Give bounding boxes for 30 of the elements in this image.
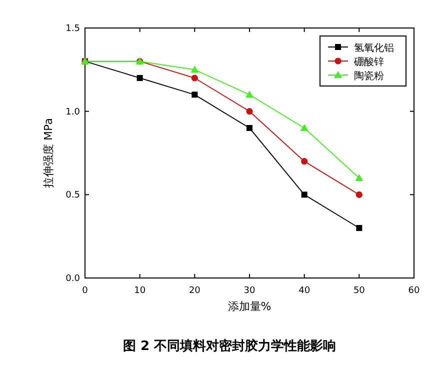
x-tick-label: 10 <box>134 286 146 296</box>
x-tick-label: 0 <box>82 286 88 296</box>
point <box>246 108 253 115</box>
legend-label: 氢氧化铝 <box>354 42 394 54</box>
y-tick-label: 1.5 <box>66 24 80 34</box>
point <box>301 158 308 165</box>
x-tick-label: 30 <box>244 286 256 296</box>
x-axis-title: 添加量% <box>228 300 272 313</box>
point <box>246 90 254 98</box>
y-axis-title: 拉伸强度 MPa <box>42 118 55 188</box>
x-tick-label: 40 <box>298 286 310 296</box>
point <box>300 124 308 131</box>
y-tick-label: 1.0 <box>66 107 80 118</box>
text: 图 2 不同填料对密封胶力学性能影响 <box>122 338 336 354</box>
x-tick-label: 20 <box>188 286 201 296</box>
legend-label: 硼酸锌 <box>353 56 384 68</box>
y-tick-label: 0.0 <box>66 274 80 284</box>
point <box>356 191 362 198</box>
x-tick-label: 50 <box>353 286 366 296</box>
point <box>190 66 199 73</box>
point <box>355 174 364 181</box>
legend-label: 陶瓷粉 <box>354 70 384 82</box>
x-tick-label: 60 <box>408 286 420 296</box>
point <box>136 75 143 81</box>
point <box>246 125 252 131</box>
point <box>192 92 198 98</box>
point <box>191 74 198 82</box>
y-tick-label: 0.5 <box>66 190 80 201</box>
point <box>301 192 308 198</box>
point <box>356 225 362 231</box>
